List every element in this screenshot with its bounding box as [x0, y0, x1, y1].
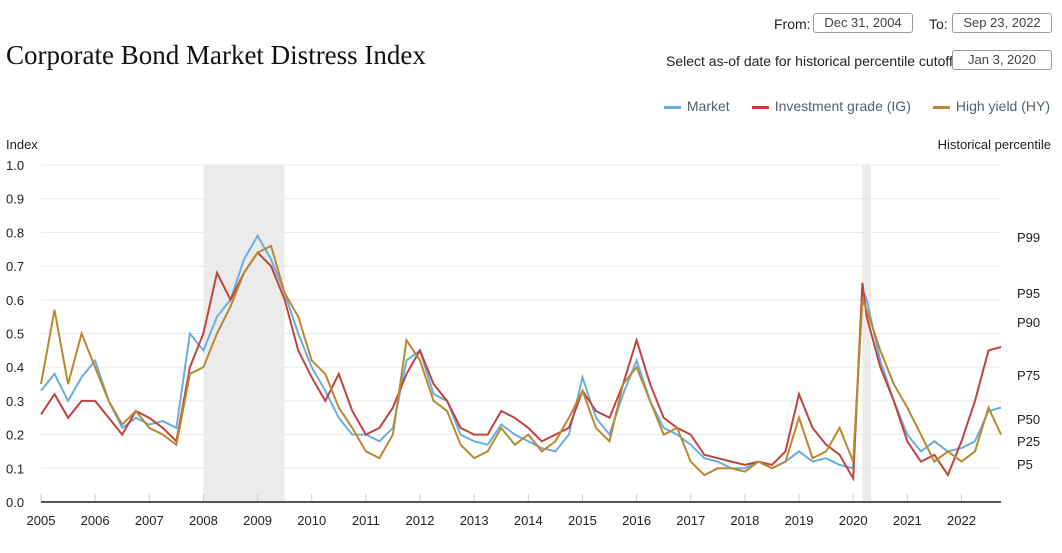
- percentile-label: P25: [1017, 434, 1040, 449]
- asof-date-input[interactable]: Jan 3, 2020: [952, 50, 1052, 70]
- asof-label: Select as-of date for historical percent…: [666, 53, 964, 69]
- x-tick-label: 2008: [189, 513, 218, 528]
- legend: Market Investment grade (IG) High yield …: [663, 98, 1050, 114]
- series-line: [40, 251, 1002, 482]
- x-tick-label: 2005: [27, 513, 56, 528]
- legend-item-ig[interactable]: Investment grade (IG): [751, 98, 911, 114]
- series-line: [40, 244, 1002, 477]
- y-tick-label: 0.6: [6, 293, 24, 308]
- percentile-label: P99: [1017, 230, 1040, 245]
- legend-swatch: [663, 105, 681, 109]
- x-tick-label: 2022: [947, 513, 976, 528]
- y-axis-label: Index: [6, 137, 38, 152]
- legend-item-hy[interactable]: High yield (HY): [932, 98, 1050, 114]
- y2-axis-label: Historical percentile: [937, 137, 1051, 152]
- legend-label: Investment grade (IG): [774, 98, 911, 114]
- legend-label: Market: [686, 98, 730, 114]
- y-tick-label: 0.3: [6, 394, 24, 409]
- legend-swatch: [751, 105, 769, 109]
- y-tick-label: 0.0: [6, 495, 24, 510]
- y-tick-label: 0.1: [6, 461, 24, 476]
- x-tick-label: 2020: [839, 513, 868, 528]
- legend-swatch: [932, 105, 950, 109]
- from-label: From:: [774, 16, 811, 32]
- x-tick-label: 2018: [730, 513, 759, 528]
- legend-label: High yield (HY): [955, 98, 1050, 114]
- x-tick-label: 2016: [622, 513, 651, 528]
- y-tick-label: 1.0: [6, 158, 24, 173]
- y-tick-label: 0.2: [6, 428, 24, 443]
- x-tick-label: 2007: [135, 513, 164, 528]
- page-title: Corporate Bond Market Distress Index: [6, 40, 426, 70]
- x-tick-label: 2011: [352, 513, 380, 528]
- x-tick-label: 2015: [568, 513, 597, 528]
- legend-item-market[interactable]: Market: [663, 98, 730, 114]
- percentile-label: P95: [1017, 286, 1040, 301]
- percentile-label: P90: [1017, 315, 1040, 330]
- x-tick-label: 2009: [243, 513, 272, 528]
- x-tick-label: 2014: [514, 513, 543, 528]
- percentile-label: P50: [1017, 412, 1040, 427]
- y-tick-label: 0.8: [6, 225, 24, 240]
- x-tick-label: 2013: [460, 513, 489, 528]
- y-tick-label: 0.4: [6, 360, 24, 375]
- y-tick-label: 0.5: [6, 327, 24, 342]
- y-tick-label: 0.9: [6, 192, 24, 207]
- y-tick-label: 0.7: [6, 259, 24, 274]
- x-tick-label: 2017: [676, 513, 705, 528]
- to-label: To:: [929, 16, 948, 32]
- series-line: [40, 233, 1002, 470]
- percentile-label: P75: [1017, 368, 1040, 383]
- x-tick-label: 2010: [297, 513, 326, 528]
- percentile-label: P5: [1017, 457, 1033, 472]
- x-tick-label: 2021: [893, 513, 922, 528]
- x-tick-label: 2006: [81, 513, 110, 528]
- to-date-input[interactable]: Sep 23, 2022: [952, 13, 1052, 33]
- x-tick-label: 2012: [406, 513, 435, 528]
- from-date-input[interactable]: Dec 31, 2004: [813, 13, 913, 33]
- x-tick-label: 2019: [785, 513, 814, 528]
